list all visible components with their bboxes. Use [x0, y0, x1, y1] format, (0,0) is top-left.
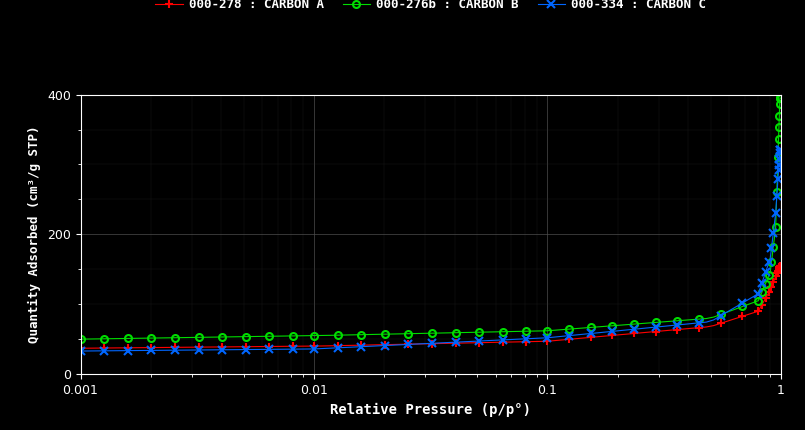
000-276b : CARBON B: (0.961, 260): CARBON B: (0.961, 260)	[772, 190, 782, 195]
000-278 : CARBON A: (0.999, 155): CARBON A: (0.999, 155)	[776, 263, 786, 268]
000-278 : CARBON A: (0.954, 141): CARBON A: (0.954, 141)	[771, 273, 781, 278]
Line: 000-278 : CARBON A: 000-278 : CARBON A	[76, 261, 785, 353]
000-278 : CARBON A: (0.001, 37): CARBON A: (0.001, 37)	[76, 346, 85, 351]
000-278 : CARBON A: (0.957, 143): CARBON A: (0.957, 143)	[771, 272, 781, 277]
Line: 000-276b : CARBON B: 000-276b : CARBON B	[77, 95, 784, 343]
000-334 : CARBON C: (0.999, 320): CARBON C: (0.999, 320)	[776, 148, 786, 153]
Legend: 000-278 : CARBON A, 000-276b : CARBON B, 000-334 : CARBON C: 000-278 : CARBON A, 000-276b : CARBON B,…	[151, 0, 710, 15]
000-334 : CARBON C: (0.0552, 47.9): CARBON C: (0.0552, 47.9)	[482, 338, 492, 343]
000-276b : CARBON B: (0.00346, 52.7): CARBON B: (0.00346, 52.7)	[201, 335, 211, 340]
000-276b : CARBON B: (0.989, 392): CARBON B: (0.989, 392)	[775, 98, 785, 103]
000-334 : CARBON C: (0.00346, 34.6): CARBON C: (0.00346, 34.6)	[201, 347, 211, 353]
X-axis label: Relative Pressure (p/p°): Relative Pressure (p/p°)	[330, 402, 531, 417]
000-278 : CARBON A: (0.991, 155): CARBON A: (0.991, 155)	[775, 263, 785, 268]
000-276b : CARBON B: (0.991, 395): CARBON B: (0.991, 395)	[775, 95, 785, 101]
000-278 : CARBON A: (0.0552, 45.2): CARBON A: (0.0552, 45.2)	[482, 340, 492, 345]
000-334 : CARBON C: (0.991, 320): CARBON C: (0.991, 320)	[775, 148, 785, 153]
Y-axis label: Quantity Adsorbed (cm³/g STP): Quantity Adsorbed (cm³/g STP)	[28, 126, 41, 343]
000-334 : CARBON C: (0.989, 318): CARBON C: (0.989, 318)	[775, 149, 785, 154]
000-276b : CARBON B: (0.954, 227): CARBON B: (0.954, 227)	[771, 213, 781, 218]
000-334 : CARBON C: (0.001, 33): CARBON C: (0.001, 33)	[76, 348, 85, 353]
000-334 : CARBON C: (0.957, 246): CARBON C: (0.957, 246)	[771, 200, 781, 205]
000-278 : CARBON A: (0.961, 144): CARBON A: (0.961, 144)	[772, 271, 782, 276]
Line: 000-334 : CARBON C: 000-334 : CARBON C	[76, 146, 785, 355]
000-334 : CARBON C: (0.961, 254): CARBON C: (0.961, 254)	[772, 194, 782, 199]
000-278 : CARBON A: (0.00346, 38.6): CARBON A: (0.00346, 38.6)	[201, 344, 211, 350]
000-276b : CARBON B: (0.001, 50): CARBON B: (0.001, 50)	[76, 337, 85, 342]
000-276b : CARBON B: (0.957, 244): CARBON B: (0.957, 244)	[771, 201, 781, 206]
000-276b : CARBON B: (0.0552, 60.2): CARBON B: (0.0552, 60.2)	[482, 329, 492, 335]
000-334 : CARBON C: (0.954, 238): CARBON C: (0.954, 238)	[771, 205, 781, 210]
000-278 : CARBON A: (0.989, 155): CARBON A: (0.989, 155)	[775, 264, 785, 269]
000-276b : CARBON B: (0.999, 395): CARBON B: (0.999, 395)	[776, 95, 786, 101]
